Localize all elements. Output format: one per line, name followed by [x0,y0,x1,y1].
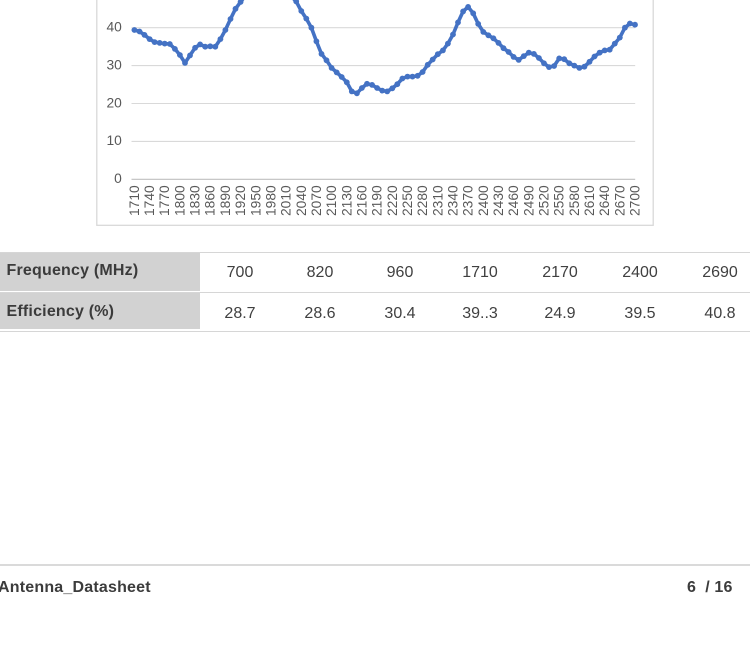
svg-text:2190: 2190 [370,185,385,216]
svg-text:2460: 2460 [506,185,521,216]
svg-text:2010: 2010 [279,185,294,216]
svg-text:2100: 2100 [324,185,339,216]
svg-text:2700: 2700 [628,185,643,216]
svg-text:2160: 2160 [354,185,369,216]
svg-text:2280: 2280 [415,185,430,216]
svg-text:2070: 2070 [309,185,324,216]
svg-text:1770: 1770 [157,185,172,216]
svg-text:2250: 2250 [400,185,415,216]
svg-text:2520: 2520 [537,185,552,216]
svg-text:1710: 1710 [127,185,142,216]
svg-text:2550: 2550 [552,185,567,216]
svg-text:1980: 1980 [263,185,278,216]
svg-text:10: 10 [106,133,122,148]
svg-text:1800: 1800 [172,185,187,216]
svg-text:0: 0 [114,171,122,186]
svg-text:30: 30 [106,57,122,72]
svg-text:40: 40 [106,20,122,35]
svg-text:1950: 1950 [248,185,263,216]
svg-text:2370: 2370 [461,185,476,216]
svg-text:2430: 2430 [491,185,506,216]
svg-text:2310: 2310 [430,185,445,216]
svg-text:2610: 2610 [582,185,597,216]
svg-text:2640: 2640 [597,185,612,216]
svg-text:1890: 1890 [218,185,233,216]
svg-text:2400: 2400 [476,185,491,216]
svg-text:2340: 2340 [446,185,461,216]
svg-text:20: 20 [106,95,122,110]
svg-text:2670: 2670 [612,185,627,216]
svg-text:2580: 2580 [567,185,582,216]
svg-text:1740: 1740 [142,185,157,216]
svg-text:1860: 1860 [203,185,218,216]
svg-text:1920: 1920 [233,185,248,216]
svg-text:2040: 2040 [294,185,309,216]
svg-text:2490: 2490 [521,185,536,216]
svg-text:1830: 1830 [188,185,203,216]
svg-text:2220: 2220 [385,185,400,216]
svg-text:2130: 2130 [339,185,354,216]
